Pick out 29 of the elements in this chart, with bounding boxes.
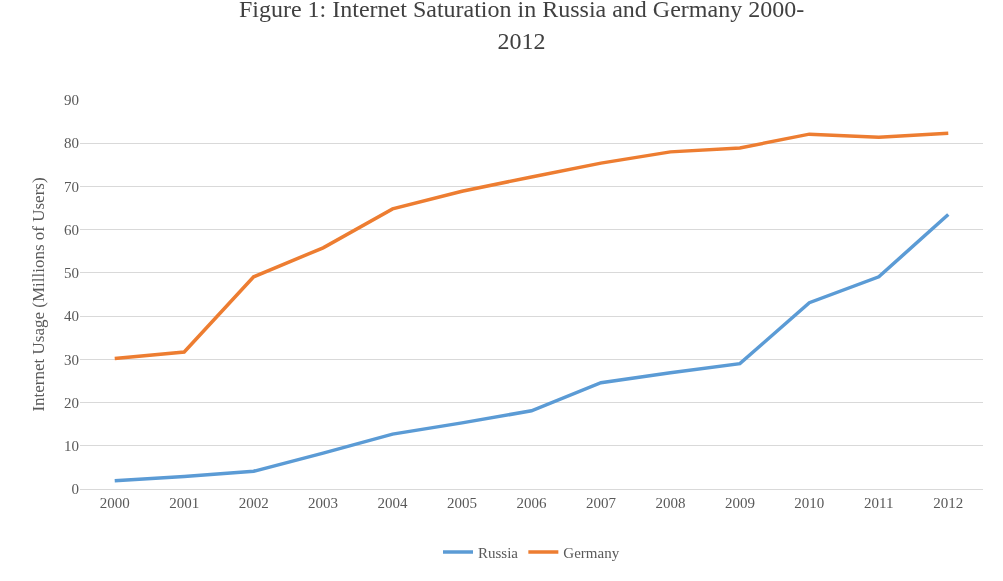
y-tick-label: 90 (64, 92, 79, 109)
y-tick-label: 50 (64, 265, 79, 282)
x-tick-label: 2005 (447, 495, 478, 511)
y-tick-label: 30 (64, 351, 79, 368)
y-axis-title: Internet Usage (Millions of Users) (28, 177, 48, 412)
y-tick-label: 70 (64, 178, 79, 195)
y-tick-label: 20 (64, 394, 79, 411)
y-tick-label: 10 (64, 438, 79, 455)
line-series (112, 212, 951, 483)
x-tick-label: 2006 (516, 495, 547, 511)
chart-title: Figure 1: Internet Saturation in Russia and Germany 2000- 2012 (238, 0, 805, 54)
x-tick-label: 2004 (377, 495, 409, 511)
x-tick-label: 2000 (99, 495, 130, 511)
x-tick-label: 2007 (585, 495, 617, 511)
x-tick-label: 2012 (933, 495, 964, 511)
x-tick-label: 2002 (238, 495, 269, 511)
y-tick-label: 60 (64, 221, 79, 238)
legend-label: Germany (563, 544, 620, 561)
x-tick-label: 2001 (169, 495, 200, 511)
y-tick-label: 80 (64, 135, 79, 152)
y-tick-label: 40 (64, 308, 79, 325)
x-tick-label: 2003 (308, 495, 339, 511)
x-tick-label: 2011 (864, 495, 894, 511)
x-tick-label: 2010 (794, 495, 825, 511)
line-series (112, 131, 951, 361)
legend-label: Russia (478, 544, 519, 561)
x-tick-label: 2009 (724, 495, 755, 511)
y-tick-label: 0 (71, 481, 79, 498)
x-tick-label: 2008 (655, 495, 686, 511)
